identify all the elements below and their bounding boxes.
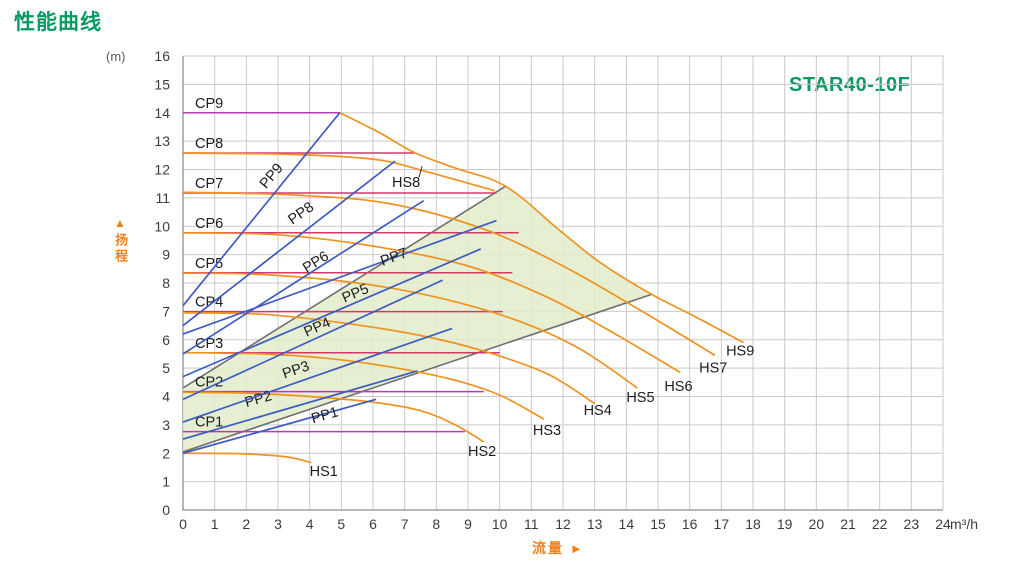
cp-label-CP7: CP7: [195, 176, 223, 192]
x-tick-17: 17: [714, 516, 730, 532]
y-tick-8: 8: [162, 275, 170, 291]
hs-label-HS9: HS9: [726, 343, 754, 359]
hs-curve-HS1: [182, 452, 312, 464]
pp-label-PP9: PP9: [257, 161, 287, 192]
x-tick-24: 24: [935, 516, 951, 532]
y-axis-unit: (m): [106, 49, 126, 64]
pp-line-PP2: [182, 370, 418, 440]
cp-label-CP3: CP3: [195, 336, 223, 352]
x-tick-15: 15: [650, 516, 666, 532]
up-triangle-icon: ▲: [114, 216, 126, 230]
y-tick-1: 1: [162, 474, 170, 490]
hs-curve-HS5: [182, 272, 638, 389]
x-tick-6: 6: [369, 516, 377, 532]
x-tick-20: 20: [809, 516, 825, 532]
cp-label-CP9: CP9: [195, 96, 223, 112]
y-tick-9: 9: [162, 247, 170, 263]
x-tick-19: 19: [777, 516, 793, 532]
cp-label-CP4: CP4: [195, 295, 223, 311]
boundary-line-lower-limit: [182, 293, 652, 453]
x-tick-9: 9: [464, 516, 472, 532]
y-tick-3: 3: [162, 417, 170, 433]
y-tick-11: 11: [155, 190, 170, 206]
x-tick-5: 5: [337, 516, 345, 532]
hs-curve-HS4: [182, 311, 596, 405]
hs-curve-HS3: [182, 351, 545, 420]
pp-line-PP1: [182, 398, 377, 455]
x-tick-13: 13: [587, 516, 603, 532]
hs-curve-HS9: [339, 112, 744, 344]
cp-label-CP8: CP8: [195, 136, 223, 152]
x-tick-7: 7: [401, 516, 409, 532]
y-tick-13: 13: [154, 133, 170, 149]
x-tick-0: 0: [179, 516, 187, 532]
hs-label-HS5: HS5: [626, 390, 654, 406]
x-tick-3: 3: [274, 516, 282, 532]
x-tick-18: 18: [745, 516, 761, 532]
y-tick-0: 0: [162, 502, 170, 518]
x-tick-11: 11: [524, 516, 539, 532]
y-tick-4: 4: [162, 389, 170, 405]
pp-line-PP4: [182, 279, 444, 401]
x-tick-12: 12: [555, 516, 571, 532]
pp-label-PP8: PP8: [285, 199, 317, 228]
x-tick-22: 22: [872, 516, 888, 532]
y-tick-7: 7: [162, 303, 170, 319]
x-tick-8: 8: [432, 516, 440, 532]
y-tick-5: 5: [162, 360, 170, 376]
x-axis-title: 流量 ►: [532, 538, 583, 558]
x-tick-4: 4: [306, 516, 314, 532]
y-tick-14: 14: [154, 105, 170, 121]
pp-line-PP9: [182, 112, 341, 307]
pp-line-PP3: [182, 327, 453, 423]
axis-lines: [182, 56, 943, 511]
cp-label-CP1: CP1: [195, 415, 223, 431]
pp-label-PP1: PP1: [310, 404, 341, 427]
pp-line-PP8: [182, 160, 396, 327]
hs-curve-HS8: [182, 152, 496, 192]
hs-label-HS6: HS6: [664, 379, 692, 395]
page-title: 性能曲线: [14, 11, 102, 34]
x-tick-14: 14: [619, 516, 635, 532]
y-tick-6: 6: [162, 332, 170, 348]
hs-label-HS3: HS3: [533, 423, 561, 439]
pp-line-PP5: [182, 248, 482, 378]
y-tick-2: 2: [162, 445, 170, 461]
x-tick-23: 23: [904, 516, 920, 532]
x-tick-21: 21: [840, 516, 856, 532]
hs-curve-HS6: [182, 231, 681, 374]
pp-line-PP6: [182, 199, 425, 355]
x-axis-unit: m³/h: [950, 516, 978, 532]
y-tick-16: 16: [154, 48, 170, 64]
operating-region: [183, 186, 652, 452]
cp-label-CP2: CP2: [195, 375, 223, 391]
hs-label-HS8: HS8: [392, 175, 420, 191]
y-axis-title: ▲ 扬程: [111, 216, 129, 269]
y-tick-15: 15: [154, 76, 170, 92]
y-axis-title-text: 扬程: [113, 233, 129, 265]
hs-label-leader-HS8: [418, 165, 423, 178]
hs-label-HS4: HS4: [584, 403, 612, 419]
x-axis-title-text: 流量: [532, 540, 564, 556]
y-tick-12: 12: [154, 162, 170, 178]
y-tick-10: 10: [154, 218, 170, 234]
x-tick-2: 2: [242, 516, 250, 532]
cp-label-CP6: CP6: [195, 216, 223, 232]
cp-label-CP5: CP5: [195, 256, 223, 272]
hs-label-HS7: HS7: [699, 360, 727, 376]
right-triangle-icon: ►: [569, 541, 583, 556]
x-tick-10: 10: [492, 516, 508, 532]
hs-curve-HS2: [182, 391, 485, 443]
hs-curve-HS7: [182, 191, 716, 357]
pp-line-PP7: [182, 219, 497, 335]
x-tick-16: 16: [682, 516, 698, 532]
x-tick-1: 1: [211, 516, 219, 532]
hs-label-HS1: HS1: [310, 464, 338, 480]
hs-label-HS2: HS2: [468, 444, 496, 460]
